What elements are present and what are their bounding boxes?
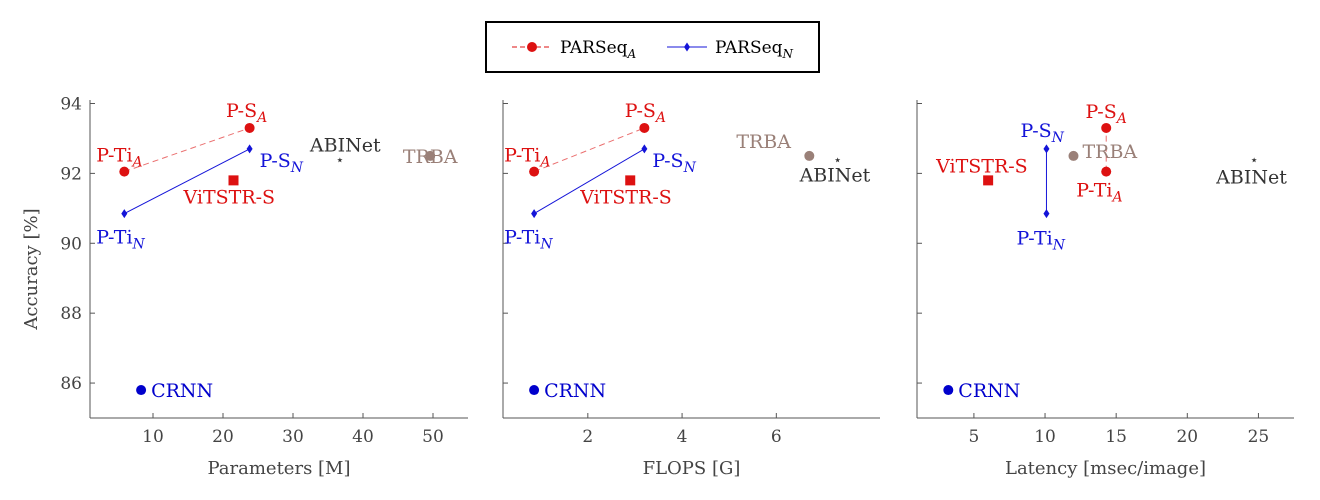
point-abinet: ⋆ [833, 152, 842, 168]
label-p-s-n: P-SN [260, 150, 304, 176]
point-crnn [529, 385, 540, 396]
chart-panel-1: 86 88 90 92 94 10 20 30 40 50 Parameters [M] Accura… [21, 94, 468, 479]
point-crnn [943, 385, 954, 396]
x-tick-label: 6 [771, 427, 782, 447]
point-vitstr-s [228, 175, 239, 186]
label-p-s-a: P-SA [226, 100, 267, 126]
legend-items: PARSeqA PARSeqN [512, 38, 794, 61]
point-trba [804, 150, 815, 161]
point-trba [425, 150, 436, 161]
label-p-ti-a: P-TiA [504, 145, 550, 171]
series-line-parseq-a [124, 127, 250, 173]
x-tick-label: 15 [1105, 427, 1127, 447]
point-p-ti-a [1101, 166, 1112, 177]
x-tick-label: 20 [1176, 427, 1198, 447]
y-tick-label: 94 [60, 94, 82, 114]
chart-panel-2: 2 4 6 FLOPS [G] P-TiA P-SA P-TiN P-SN ViTSTR-S CR… [502, 100, 880, 479]
label-abinet: ABINet [309, 134, 381, 156]
point-vitstr-s [625, 175, 636, 186]
label-crnn: CRNN [151, 380, 213, 402]
x-axis-label: Parameters [M] [207, 458, 350, 479]
y-tick-label: 86 [60, 374, 82, 394]
point-abinet: ⋆ [336, 152, 345, 168]
legend-marker [684, 42, 690, 52]
x-tick-label: 4 [677, 427, 688, 447]
point-abinet: ⋆ [1250, 152, 1259, 168]
point-p-ti-n [121, 209, 128, 219]
x-tick-label: 25 [1248, 427, 1270, 447]
label-vitstr-s: ViTSTR-S [183, 186, 276, 208]
legend-label: PARSeqA [560, 38, 637, 61]
y-axis-label: Accuracy [%] [21, 208, 42, 330]
x-tick-label: 10 [142, 427, 164, 447]
legend-entry-1: PARSeqN [667, 38, 794, 61]
label-p-ti-a: P-TiA [1076, 180, 1122, 206]
point-p-s-n [641, 144, 648, 154]
point-p-s-a [244, 122, 255, 133]
label-p-ti-a: P-TiA [96, 145, 142, 171]
point-p-s-a [1101, 122, 1112, 133]
point-p-ti-n [1043, 209, 1050, 219]
x-tick-label: 5 [968, 427, 979, 447]
label-vitstr-s: ViTSTR-S [579, 186, 672, 208]
label-p-ti-n: P-TiN [504, 227, 553, 253]
x-tick-label: 2 [582, 427, 593, 447]
series-line-parseq-n [533, 148, 645, 215]
label-abinet: ABINet [799, 164, 871, 186]
legend-entry-0: PARSeqA [512, 38, 637, 61]
point-p-ti-a [529, 166, 540, 177]
legend-label: PARSeqN [715, 38, 794, 61]
label-abinet: ABINet [1215, 166, 1287, 188]
series-line-parseq-n [124, 148, 250, 215]
point-trba [1068, 150, 1079, 161]
label-crnn: CRNN [958, 380, 1020, 402]
label-trba: TRBA [736, 131, 791, 153]
label-vitstr-s: ViTSTR-S [935, 155, 1028, 177]
label-crnn: CRNN [544, 380, 606, 402]
x-axis-label: FLOPS [G] [643, 458, 741, 479]
legend: PARSeqA PARSeqN [485, 21, 820, 73]
label-p-ti-n: P-TiN [96, 227, 145, 253]
point-p-s-a [639, 122, 650, 133]
y-tick-label: 88 [60, 304, 82, 324]
label-p-ti-n: P-TiN [1016, 228, 1065, 254]
y-tick-label: 92 [60, 164, 82, 184]
label-p-s-a: P-SA [625, 100, 666, 126]
point-p-ti-a [119, 166, 130, 177]
label-p-s-n: P-SN [652, 150, 696, 176]
point-vitstr-s [983, 175, 994, 186]
label-trba: TRBA [403, 146, 458, 168]
x-tick-label: 50 [422, 427, 444, 447]
legend-marker [527, 42, 537, 52]
x-tick-label: 20 [212, 427, 234, 447]
point-p-ti-n [531, 209, 538, 219]
label-p-s-n: P-SN [1020, 120, 1064, 146]
point-p-s-n [246, 144, 253, 154]
label-trba: TRBA [1082, 141, 1137, 163]
label-p-s-a: P-SA [1086, 101, 1127, 127]
series-line-parseq-a [533, 127, 645, 173]
x-tick-label: 10 [1034, 427, 1056, 447]
x-axis-label: Latency [msec/image] [1005, 458, 1206, 479]
point-p-s-n [1043, 144, 1050, 154]
x-tick-label: 40 [352, 427, 374, 447]
x-tick-label: 30 [282, 427, 304, 447]
point-crnn [136, 385, 147, 396]
chart-panel-3: 5 10 15 20 25 Latency [msec/image] P-TiA P-SA P-… [916, 100, 1294, 479]
y-tick-label: 90 [60, 234, 82, 254]
